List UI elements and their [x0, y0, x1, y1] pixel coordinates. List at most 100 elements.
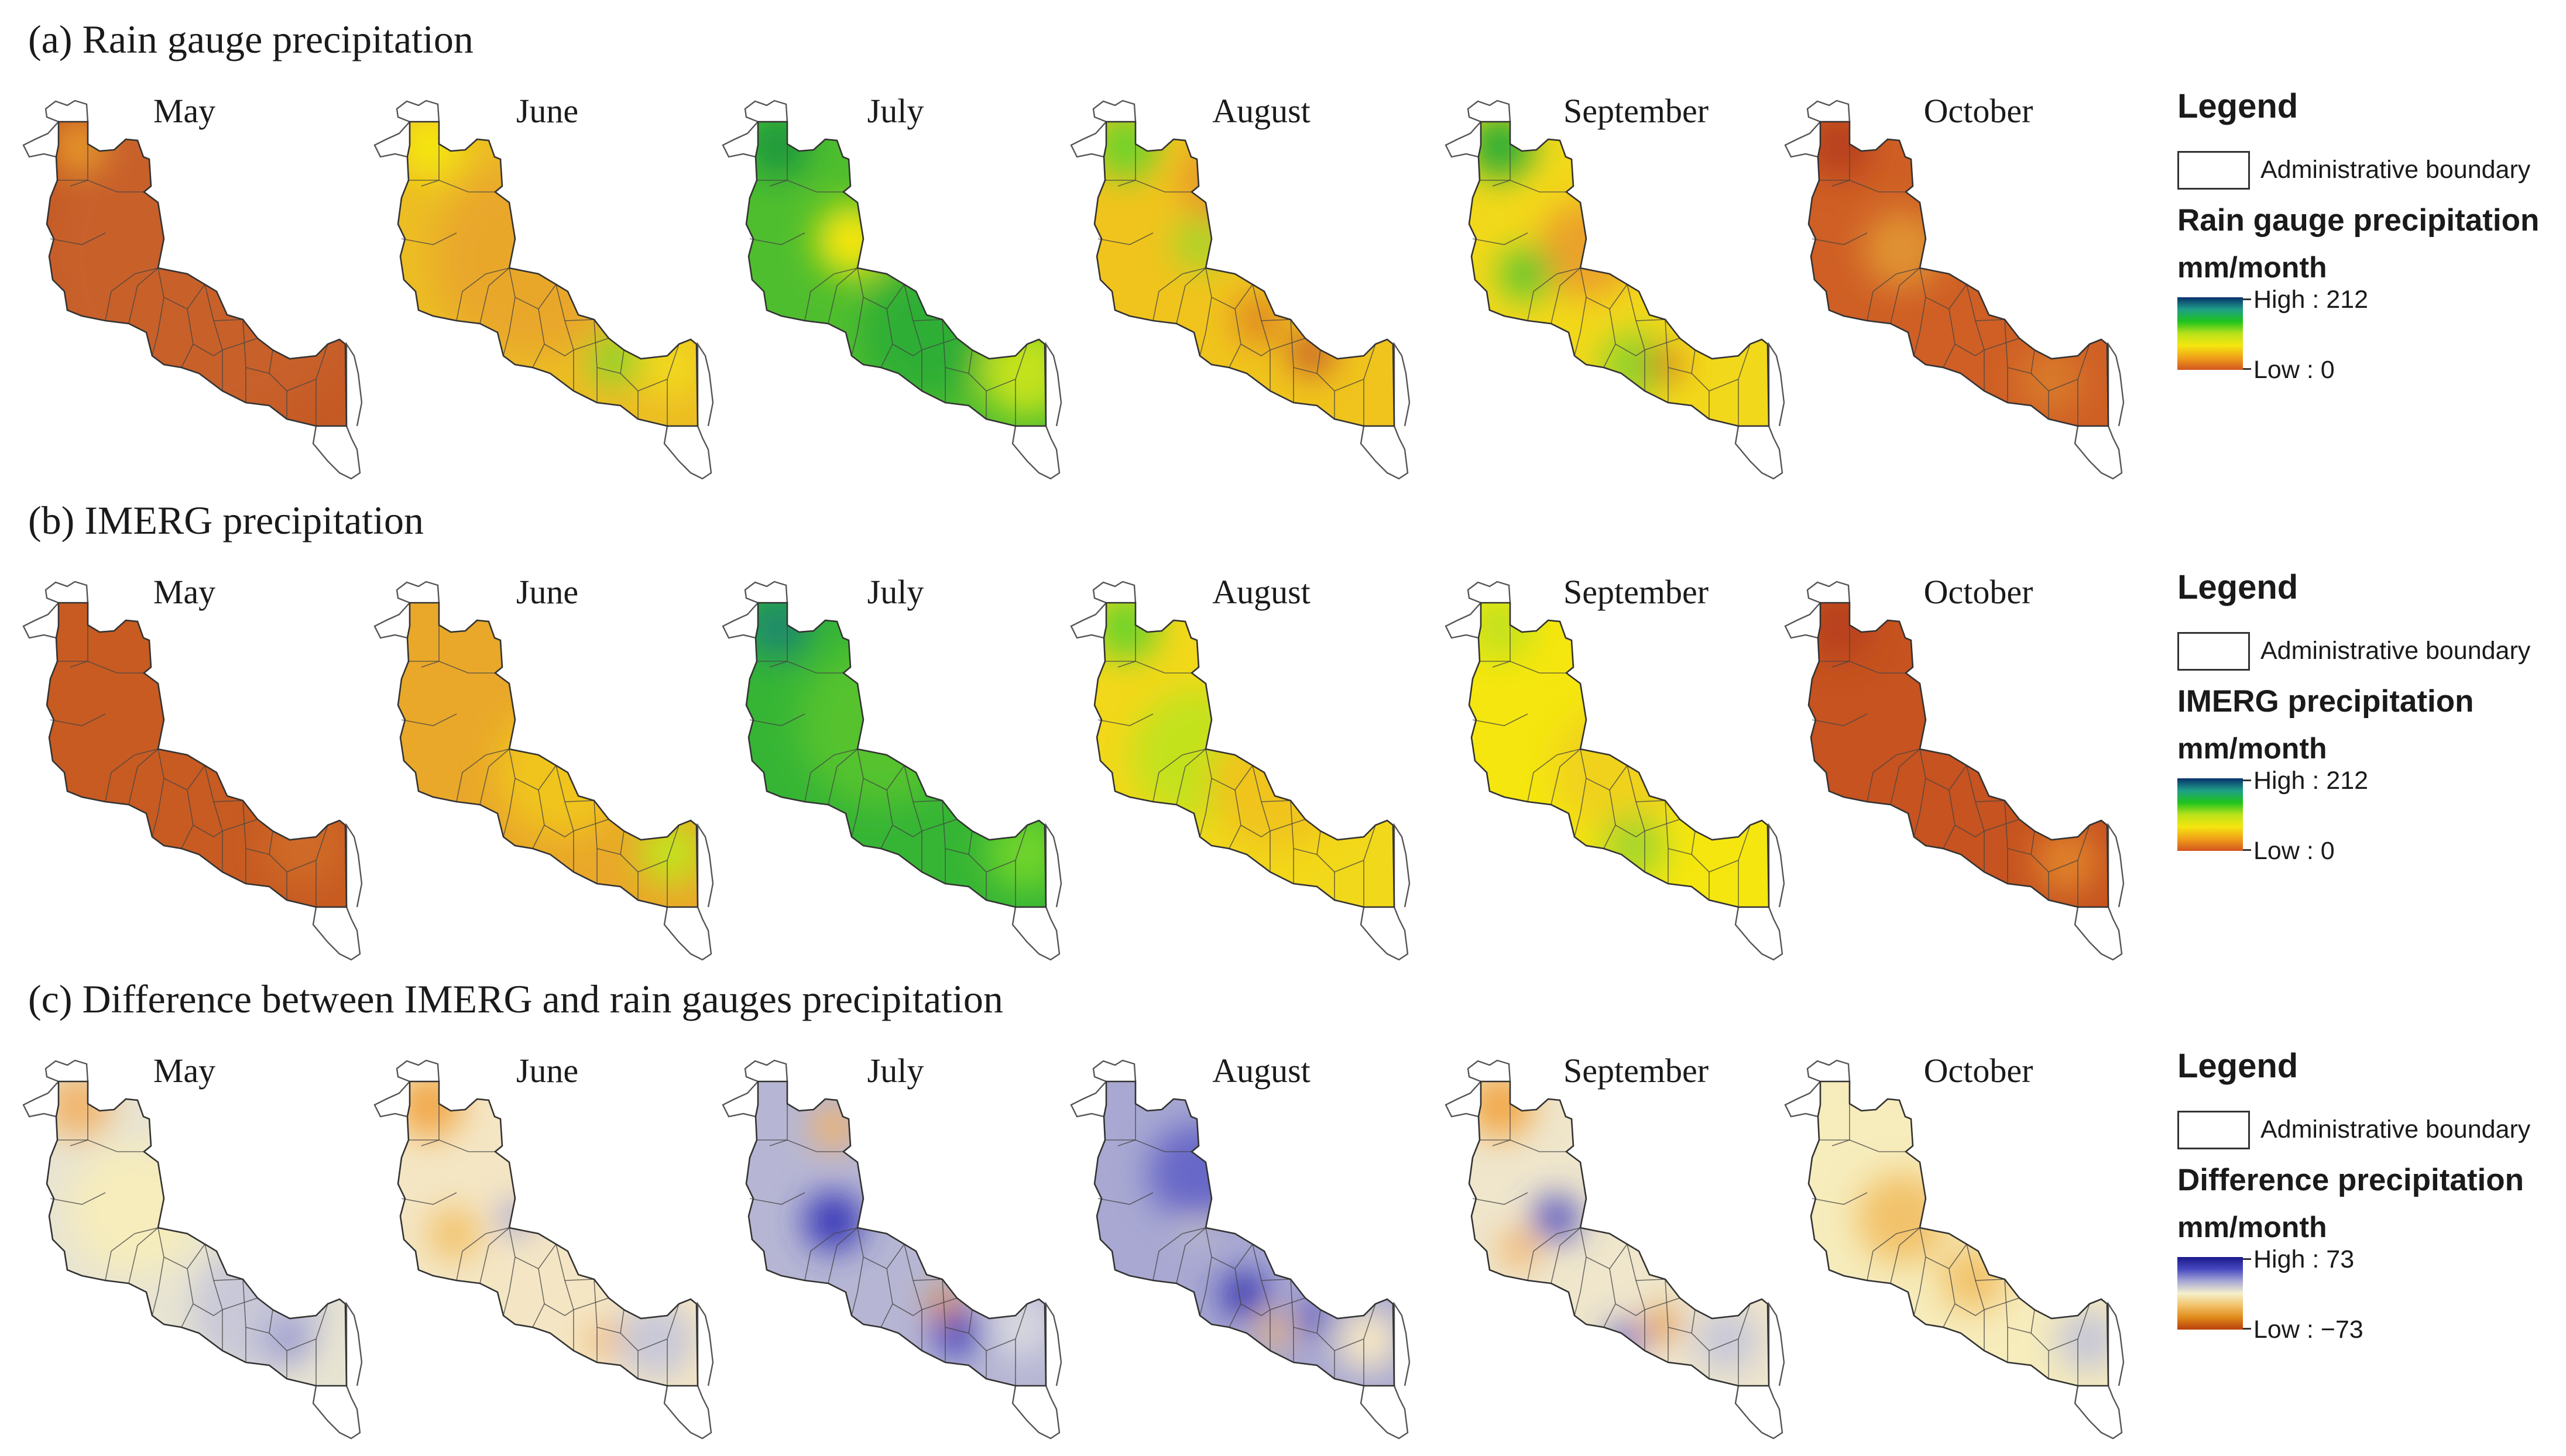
map-panel-september	[1434, 579, 1809, 977]
month-label-may: May	[153, 1052, 216, 1090]
map-svg	[722, 1059, 1062, 1440]
map-panel-may	[12, 579, 386, 977]
context-boundary	[1784, 121, 1821, 158]
map-svg	[1070, 99, 1411, 480]
context-boundary	[1360, 425, 1409, 480]
surface-blob	[1298, 1302, 1332, 1335]
context-boundary	[744, 581, 788, 604]
administrative-boundaries	[1097, 1104, 1376, 1386]
administrative-boundaries	[749, 144, 1028, 426]
administrative-boundaries	[1812, 144, 2090, 426]
context-boundary	[22, 1081, 59, 1118]
legend: Legend Administrative boundary Rain gauge …	[2177, 87, 2564, 473]
context-boundary	[1784, 1081, 1821, 1118]
surface-blob	[1258, 1314, 1291, 1348]
legend-title: Legend	[2177, 87, 2299, 125]
context-boundary	[1070, 602, 1107, 639]
map-panel-september	[1434, 98, 1809, 496]
region-outline	[46, 602, 348, 908]
surface-blob	[47, 122, 347, 423]
context-boundary	[697, 1301, 714, 1386]
context-boundary	[312, 425, 361, 480]
boundary-label: Administrative boundary	[2260, 156, 2531, 184]
map-svg	[373, 1059, 714, 1440]
context-boundary	[22, 121, 59, 158]
surface-blob	[1553, 705, 1684, 836]
ramp-low-label: Low : −73	[2253, 1316, 2363, 1344]
month-label-october: October	[1923, 1052, 2033, 1090]
layer-title: Difference precipitation	[2177, 1163, 2524, 1197]
month-label-june: June	[516, 573, 579, 611]
region-outline	[46, 1080, 348, 1387]
context-boundary	[1467, 581, 1511, 604]
context-boundary	[1467, 1059, 1511, 1083]
surface-blob	[1499, 248, 1552, 300]
context-boundary	[1806, 1059, 1851, 1083]
surface-blob	[1538, 200, 1637, 299]
map-panel-october	[1773, 98, 2148, 496]
map-svg	[722, 581, 1062, 961]
boundary-label: Administrative boundary	[2260, 1115, 2531, 1143]
map-panel-august	[1059, 1058, 1434, 1456]
region-outline	[1093, 602, 1395, 908]
map-svg	[1445, 99, 1785, 480]
month-label-september: September	[1563, 573, 1709, 611]
region-outline	[397, 602, 699, 908]
administrative-boundaries	[1812, 1104, 2090, 1386]
context-boundary	[1092, 99, 1137, 123]
unit-label: mm/month	[2177, 732, 2327, 765]
context-boundary	[396, 581, 440, 604]
context-boundary	[1467, 99, 1511, 123]
surface-blob	[2055, 1307, 2108, 1373]
month-label-august: August	[1212, 92, 1311, 130]
context-boundary	[1445, 1081, 1481, 1118]
row-title: (b) IMERG precipitation	[28, 498, 424, 542]
ramp-tick-high	[2243, 779, 2251, 781]
context-boundary	[373, 121, 410, 158]
map-panel-june	[363, 98, 737, 496]
month-label-october: October	[1923, 92, 2033, 130]
map-row-c: (c) Difference between IMERG and rain ga…	[0, 976, 2566, 1456]
boundary-swatch	[2177, 1111, 2250, 1149]
context-boundary	[345, 341, 363, 427]
context-boundary	[1070, 121, 1107, 158]
surface-blob	[1856, 1172, 1948, 1265]
administrative-boundaries	[401, 144, 680, 426]
month-label-august: August	[1212, 1052, 1311, 1090]
administrative-boundaries	[401, 1104, 680, 1386]
context-boundary	[1445, 602, 1481, 639]
surface-blob	[1289, 330, 1335, 376]
administrative-boundaries	[1472, 625, 1751, 907]
surface-blob	[928, 1287, 962, 1320]
administrative-boundaries	[50, 1104, 328, 1386]
surface-blob	[1174, 217, 1227, 270]
boundary-label: Administrative boundary	[2260, 637, 2531, 665]
context-boundary	[663, 425, 712, 480]
map-svg	[1070, 1059, 1411, 1440]
ramp-low-label: Low : 0	[2253, 356, 2335, 384]
context-boundary	[1360, 906, 1409, 961]
boundary-swatch	[2177, 632, 2250, 671]
administrative-boundaries	[50, 625, 328, 907]
surface-blob	[52, 122, 105, 173]
legend-title: Legend	[2177, 1047, 2299, 1085]
map-row-b: (b) IMERG precipitation May June July August…	[0, 497, 2566, 977]
context-boundary	[1045, 822, 1062, 908]
map-svg	[1784, 581, 2125, 961]
context-boundary	[1092, 1059, 1137, 1083]
legend: Legend Administrative boundary Difference …	[2177, 1046, 2564, 1433]
surface-blob	[1601, 813, 1667, 879]
region-outline	[745, 1080, 1047, 1387]
surface-blob	[1645, 1309, 1679, 1341]
map-svg	[1070, 581, 1411, 961]
region-outline	[1807, 602, 2109, 908]
map-panel-october	[1773, 579, 2148, 977]
map-panel-july	[711, 1058, 1086, 1456]
context-boundary	[663, 906, 712, 961]
region-outline	[1468, 121, 1770, 427]
ramp-tick-low	[2243, 1328, 2251, 1330]
map-panel-september	[1434, 1058, 1809, 1456]
legend-title: Legend	[2177, 568, 2299, 606]
color-ramp	[2177, 1257, 2243, 1330]
administrative-boundaries	[1097, 144, 1376, 426]
